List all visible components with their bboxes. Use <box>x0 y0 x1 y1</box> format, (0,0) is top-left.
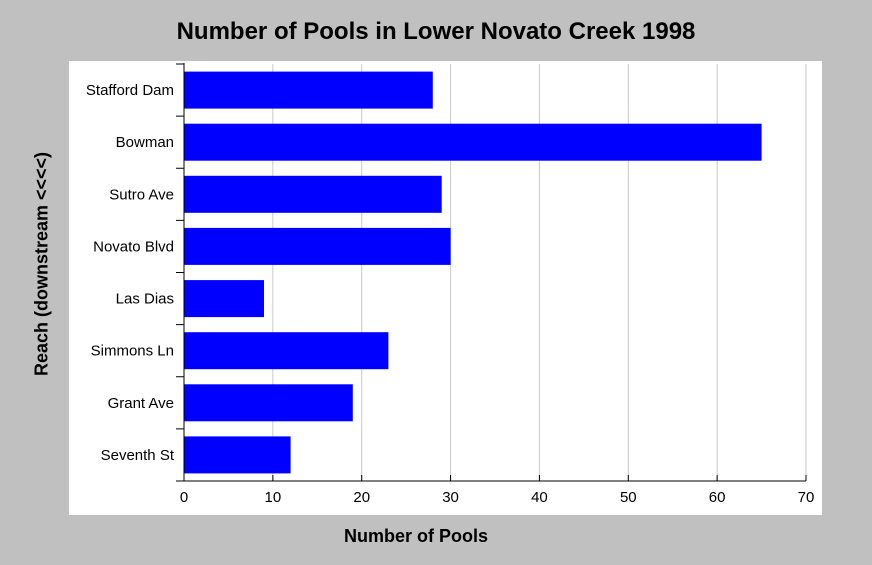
x-tick-label: 30 <box>442 489 459 506</box>
x-tick-label: 0 <box>180 489 188 506</box>
bars <box>184 71 762 474</box>
category-labels: Stafford Dam Bowman Sutro Ave Novato Blvd La… <box>86 82 175 464</box>
category-label: Grant Ave <box>108 395 174 412</box>
x-tick-label: 60 <box>709 489 726 506</box>
y-axis-label: Reach (downstream <<<<) <box>31 151 52 377</box>
x-tick-label: 40 <box>531 489 548 506</box>
category-label: Bowman <box>116 134 174 151</box>
bar <box>184 436 291 474</box>
x-tick-label: 20 <box>353 489 370 506</box>
bar <box>184 123 762 161</box>
category-label: Simmons Ln <box>91 343 174 360</box>
bar <box>184 384 353 422</box>
bar <box>184 71 433 109</box>
category-label: Seventh St <box>101 447 175 464</box>
x-tick-labels: 0 10 20 30 40 50 60 70 <box>180 489 815 506</box>
axes <box>176 63 807 482</box>
bar <box>184 175 442 213</box>
bar <box>184 227 451 265</box>
x-tick-label: 70 <box>798 489 815 506</box>
category-label: Novato Blvd <box>93 238 174 255</box>
chart-title: Number of Pools in Lower Novato Creek 19… <box>176 18 696 45</box>
x-tick-label: 10 <box>265 489 282 506</box>
category-label: Stafford Dam <box>86 82 174 99</box>
category-label: Sutro Ave <box>109 186 174 203</box>
bar <box>184 332 389 370</box>
bar <box>184 280 264 318</box>
x-axis-label: Number of Pools <box>343 526 488 546</box>
category-label: Las Dias <box>116 291 174 308</box>
x-tick-label: 50 <box>620 489 637 506</box>
